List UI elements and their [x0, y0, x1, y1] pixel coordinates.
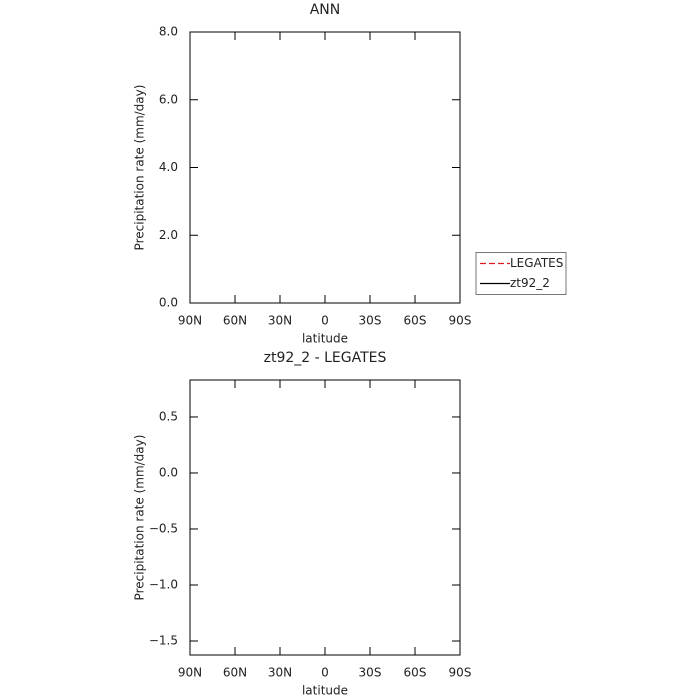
x-tick-label: 90S [449, 314, 472, 328]
x-tick-label: 30S [359, 314, 382, 328]
y-tick-label: −1.0 [149, 577, 178, 591]
x-tick-label: 30N [268, 314, 292, 328]
y-tick-label: 0.5 [159, 409, 178, 423]
x-axis-label: latitude [302, 684, 348, 698]
y-tick-label: 0.0 [159, 465, 178, 479]
y-tick-label: 8.0 [159, 25, 178, 39]
y-tick-label: 4.0 [159, 160, 178, 174]
y-tick-label: 6.0 [159, 92, 178, 106]
x-tick-label: 90N [178, 666, 202, 680]
y-axis-label: Precipitation rate (mm/day) [133, 435, 147, 601]
x-tick-label: 30N [268, 666, 292, 680]
x-tick-label: 30S [359, 666, 382, 680]
y-tick-label: −1.5 [149, 633, 178, 647]
x-tick-label: 0 [321, 666, 329, 680]
x-tick-label: 90S [449, 666, 472, 680]
x-tick-label: 60N [223, 314, 247, 328]
y-axis-label: Precipitation rate (mm/day) [133, 85, 147, 251]
x-tick-label: 60N [223, 666, 247, 680]
x-tick-label: 90N [178, 314, 202, 328]
legend-label: LEGATES [510, 256, 563, 270]
y-tick-label: 2.0 [159, 228, 178, 242]
y-tick-label: 0.0 [159, 296, 178, 310]
legend-label: zt92_2 [510, 276, 550, 290]
y-tick-label: −0.5 [149, 521, 178, 535]
x-tick-label: 60S [404, 666, 427, 680]
x-axis-label: latitude [302, 332, 348, 346]
chart-title: zt92_2 - LEGATES [264, 350, 387, 366]
x-tick-label: 60S [404, 314, 427, 328]
plot-frame [189, 379, 461, 656]
plot-frame [189, 31, 461, 304]
x-tick-label: 0 [321, 314, 329, 328]
legend-box [475, 252, 567, 295]
chart-title: ANN [310, 2, 341, 18]
